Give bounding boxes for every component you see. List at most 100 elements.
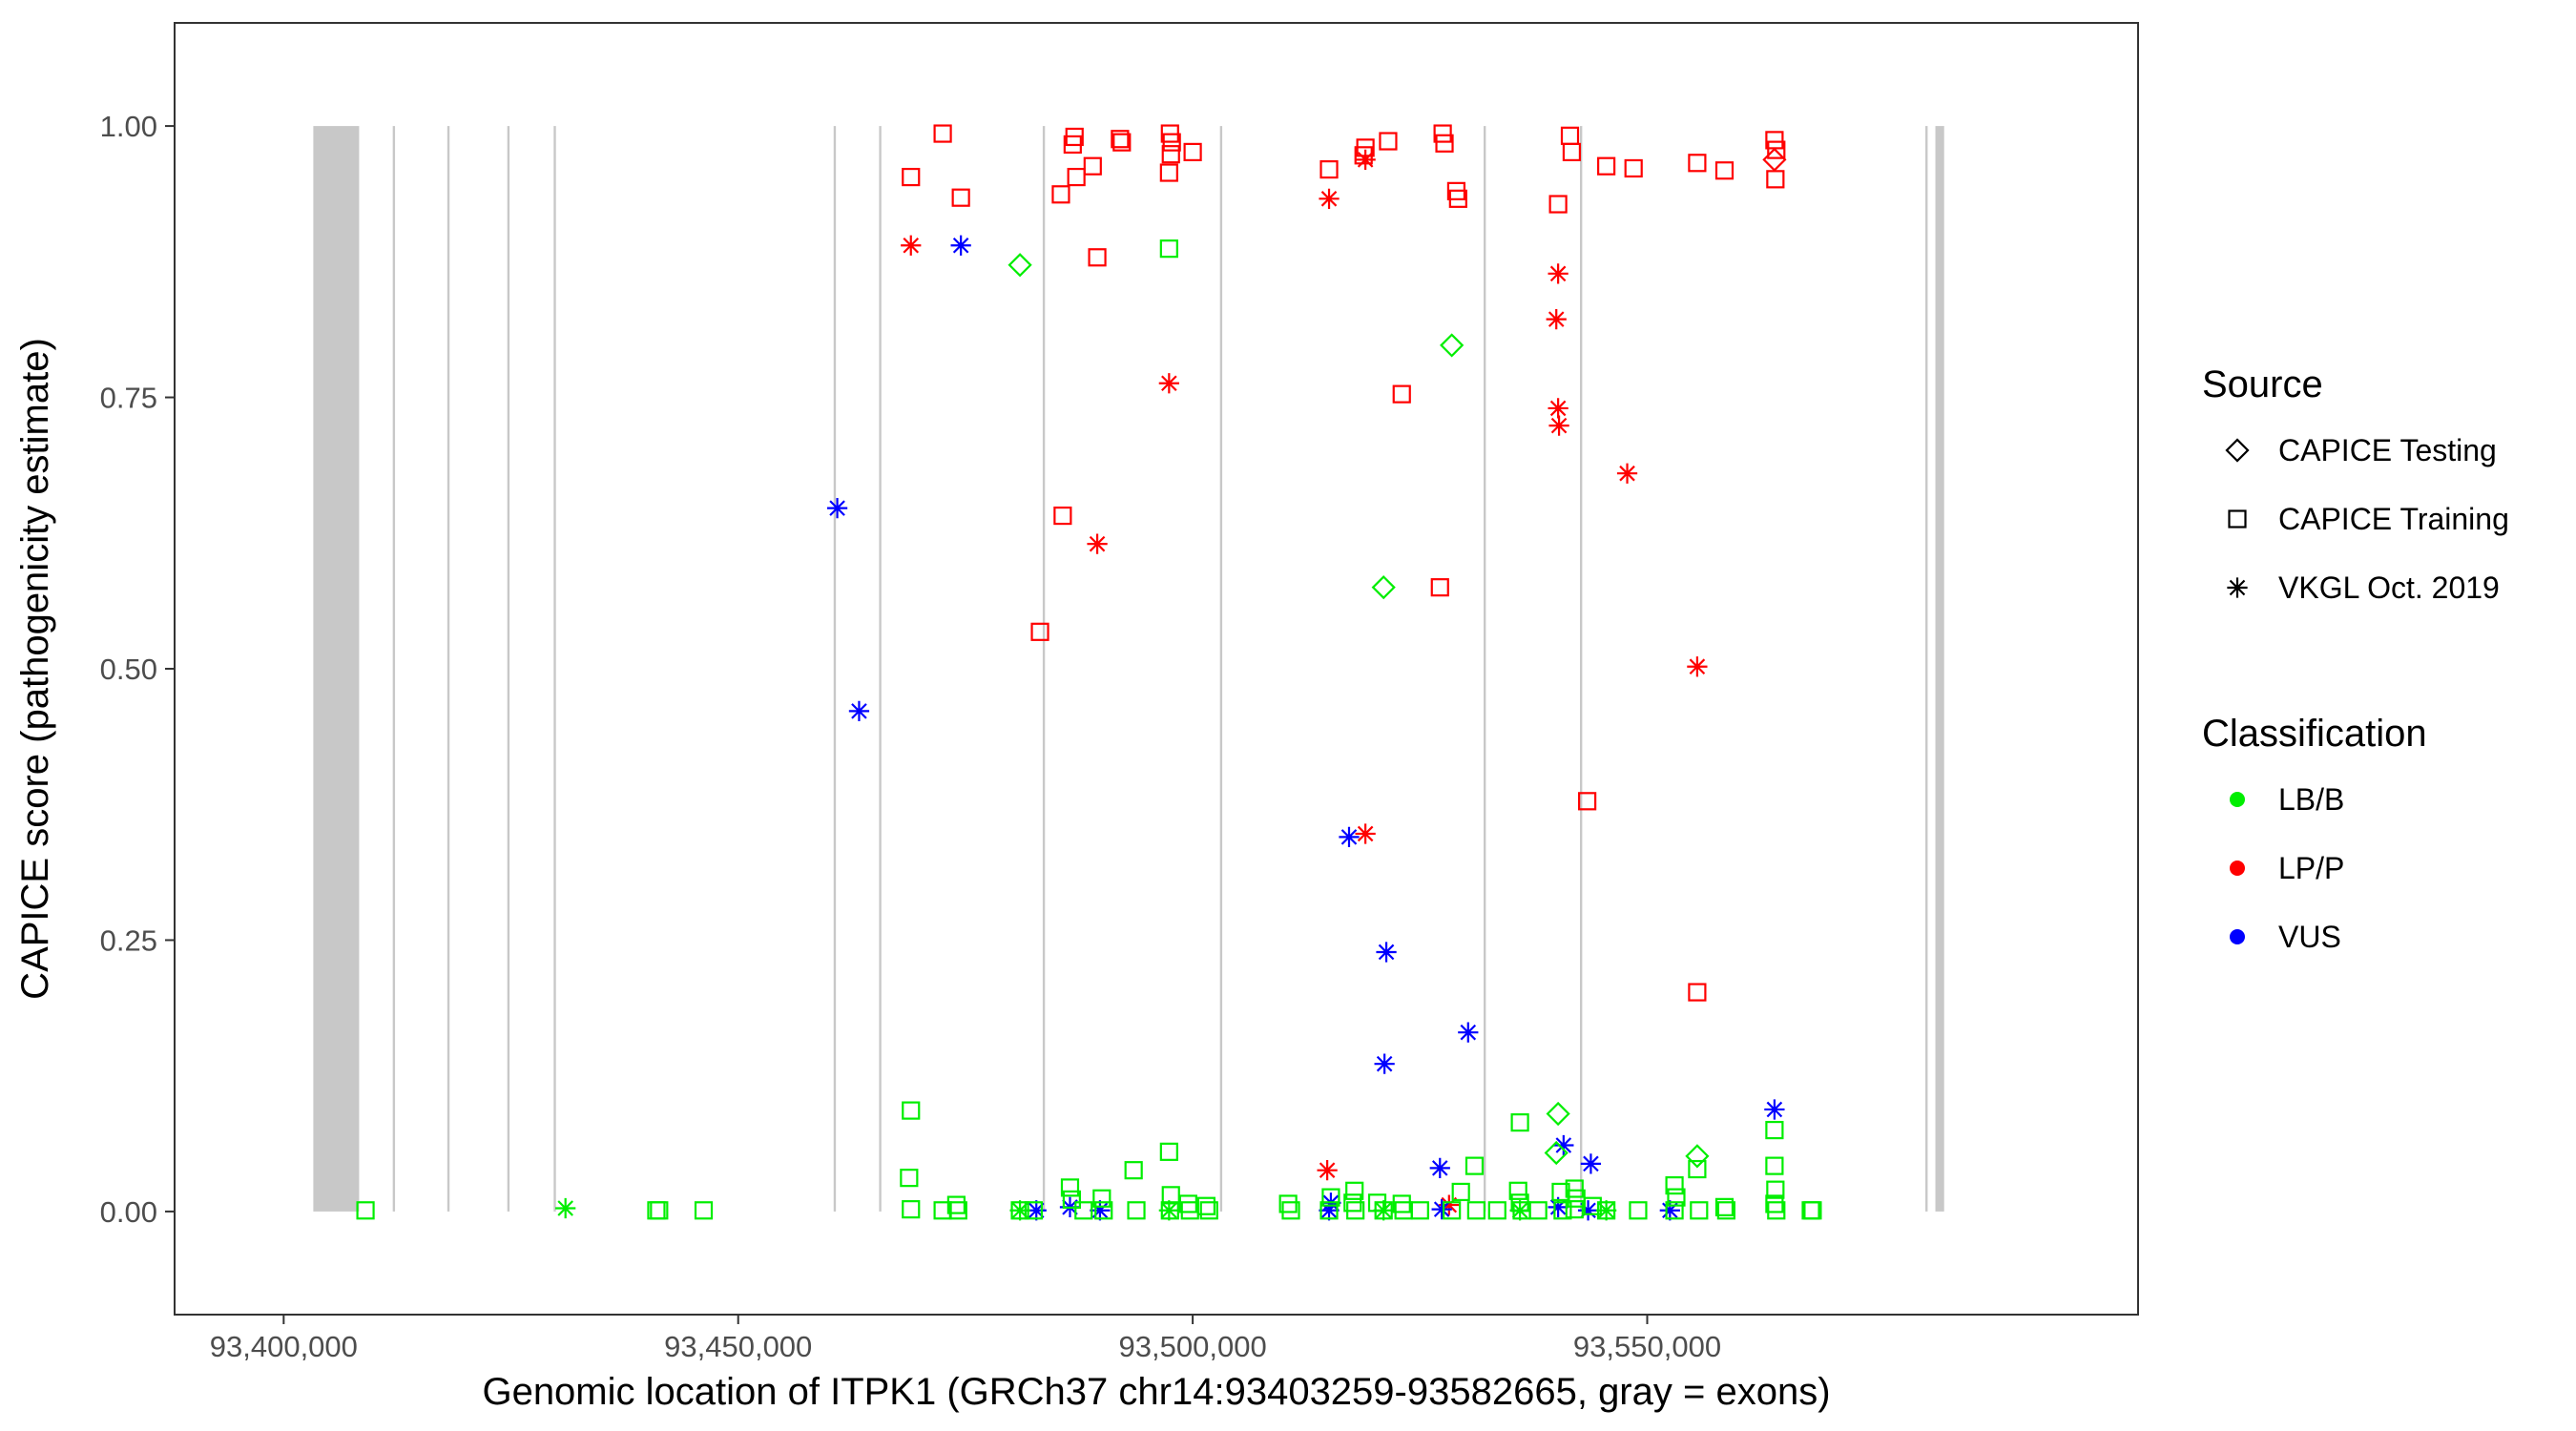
point-vkgl-oct-2019-vus: [1764, 1099, 1785, 1120]
point-vkgl-oct-2019-vus: [1090, 1200, 1111, 1221]
point-capice-training-lb-b: [1062, 1190, 1081, 1209]
point-capice-training-lb-b: [1688, 1159, 1707, 1179]
point-vkgl-oct-2019-vus: [1374, 1053, 1395, 1074]
exon-band: [833, 126, 837, 1212]
point-capice-training-lb-b: [1321, 1188, 1340, 1207]
point-capice-training-lp-p: [1030, 622, 1049, 641]
point-capice-training-lb-b: [1392, 1194, 1411, 1213]
point-capice-training-lp-p: [933, 124, 952, 143]
exon-band: [553, 126, 556, 1212]
legend-classification-label: LB/B: [2278, 782, 2344, 817]
exon-band: [1219, 126, 1223, 1212]
point-vkgl-oct-2019-lp-p: [1317, 1160, 1338, 1181]
point-capice-training-lb-b: [1765, 1120, 1784, 1140]
legend-key-dot: [2230, 861, 2245, 876]
point-capice-training-lb-b: [1466, 1201, 1485, 1220]
point-capice-training-lb-b: [1159, 1142, 1178, 1161]
point-capice-training-lp-p: [1578, 792, 1597, 811]
legend-key-asterisk: [2227, 577, 2248, 598]
exon-band: [1484, 126, 1486, 1212]
point-capice-training-lb-b: [946, 1195, 966, 1214]
point-capice-training-lb-b: [1060, 1178, 1080, 1197]
point-capice-training-lp-p: [1548, 195, 1568, 214]
point-capice-training-lp-p: [1088, 248, 1107, 267]
point-vkgl-oct-2019-vus: [1580, 1153, 1602, 1174]
legend-source-label: CAPICE Training: [2278, 502, 2509, 536]
points-layer: [356, 124, 1822, 1221]
exon-layer: [313, 126, 1944, 1212]
x-tick-label: 93,500,000: [1119, 1330, 1267, 1363]
point-vkgl-oct-2019-lb-b: [1596, 1200, 1617, 1221]
point-capice-training-lp-p: [1624, 158, 1643, 178]
point-capice-training-lp-p: [1562, 142, 1582, 161]
point-capice-training-lp-p: [951, 188, 970, 207]
point-capice-training-lb-b: [1465, 1156, 1485, 1175]
point-capice-training-lb-b: [650, 1201, 669, 1220]
point-capice-training-lp-p: [902, 167, 921, 187]
exon-band: [392, 126, 396, 1212]
point-capice-training-lb-b: [1092, 1189, 1111, 1208]
point-capice-training-lb-b: [900, 1169, 919, 1188]
point-capice-training-lp-p: [1053, 506, 1072, 526]
point-capice-training-lp-p: [1067, 167, 1086, 187]
point-capice-training-lb-b: [1410, 1201, 1429, 1220]
point-capice-training-lb-b: [1690, 1201, 1709, 1220]
point-capice-training-lp-p: [1688, 983, 1707, 1002]
point-capice-training-lb-b: [1124, 1161, 1143, 1180]
point-capice-training-lb-b: [1667, 1188, 1686, 1207]
point-capice-training-lb-b: [1074, 1201, 1093, 1220]
point-capice-training-lb-b: [1199, 1201, 1218, 1220]
point-capice-training-lb-b: [1565, 1179, 1584, 1198]
point-capice-training-lb-b: [1803, 1201, 1822, 1220]
point-capice-training-lb-b: [1451, 1182, 1470, 1202]
point-vkgl-oct-2019-vus: [848, 700, 870, 721]
y-tick-label: 0.50: [100, 653, 157, 686]
point-capice-training-lp-p: [1597, 156, 1616, 176]
exon-band: [507, 126, 510, 1212]
x-tick-label: 93,550,000: [1573, 1330, 1721, 1363]
point-capice-testing-lb-b: [1371, 575, 1396, 600]
point-capice-training-lb-b: [1765, 1156, 1784, 1175]
point-vkgl-oct-2019-lp-p: [1687, 656, 1708, 677]
point-vkgl-oct-2019-vus: [1659, 1200, 1680, 1221]
point-capice-training-lb-b: [1665, 1201, 1684, 1220]
point-capice-training-lb-b: [1319, 1201, 1339, 1220]
point-capice-training-lb-b: [1767, 1201, 1786, 1220]
point-vkgl-oct-2019-vus: [950, 235, 971, 256]
point-vkgl-oct-2019-lp-p: [901, 235, 922, 256]
legend-source-title: Source: [2202, 363, 2323, 405]
legend-classification-label: LP/P: [2278, 851, 2344, 885]
exon-band: [1925, 126, 1928, 1212]
point-vkgl-oct-2019-lb-b: [1373, 1200, 1394, 1221]
exon-band: [1042, 126, 1046, 1212]
point-capice-training-lb-b: [356, 1201, 375, 1220]
point-capice-training-lp-p: [1767, 140, 1786, 159]
legend: Source CAPICE Testing CAPICE Training VKGL …: [2202, 363, 2509, 954]
point-capice-training-lb-b: [1508, 1181, 1527, 1200]
point-capice-training-lb-b: [1159, 239, 1178, 259]
point-capice-training-lp-p: [1688, 154, 1707, 173]
point-capice-testing-lb-b: [1544, 1140, 1568, 1166]
point-capice-training-lp-p: [1430, 578, 1449, 597]
point-capice-training-lp-p: [1433, 124, 1452, 143]
point-vkgl-oct-2019-lb-b: [1009, 1200, 1030, 1221]
point-vkgl-oct-2019-lp-p: [1439, 1194, 1460, 1215]
point-vkgl-oct-2019-vus: [826, 497, 848, 519]
point-vkgl-oct-2019-vus: [1376, 942, 1397, 963]
legend-key-square: [2228, 509, 2247, 529]
point-capice-training-lp-p: [1448, 189, 1467, 208]
legend-key-dot: [2230, 929, 2245, 944]
point-capice-training-lb-b: [902, 1200, 921, 1219]
point-capice-training-lp-p: [1063, 135, 1082, 155]
point-capice-training-lb-b: [1094, 1201, 1113, 1220]
y-tick-label: 0.75: [100, 382, 157, 415]
point-capice-training-lp-p: [1766, 170, 1785, 189]
point-capice-training-lp-p: [1161, 145, 1180, 164]
point-vkgl-oct-2019-vus: [1026, 1200, 1047, 1221]
y-tick-label: 1.00: [100, 110, 157, 143]
point-capice-training-lp-p: [1392, 384, 1411, 404]
point-capice-training-lb-b: [902, 1101, 921, 1120]
point-capice-training-lb-b: [1565, 1200, 1584, 1219]
point-capice-training-lb-b: [1716, 1201, 1735, 1220]
